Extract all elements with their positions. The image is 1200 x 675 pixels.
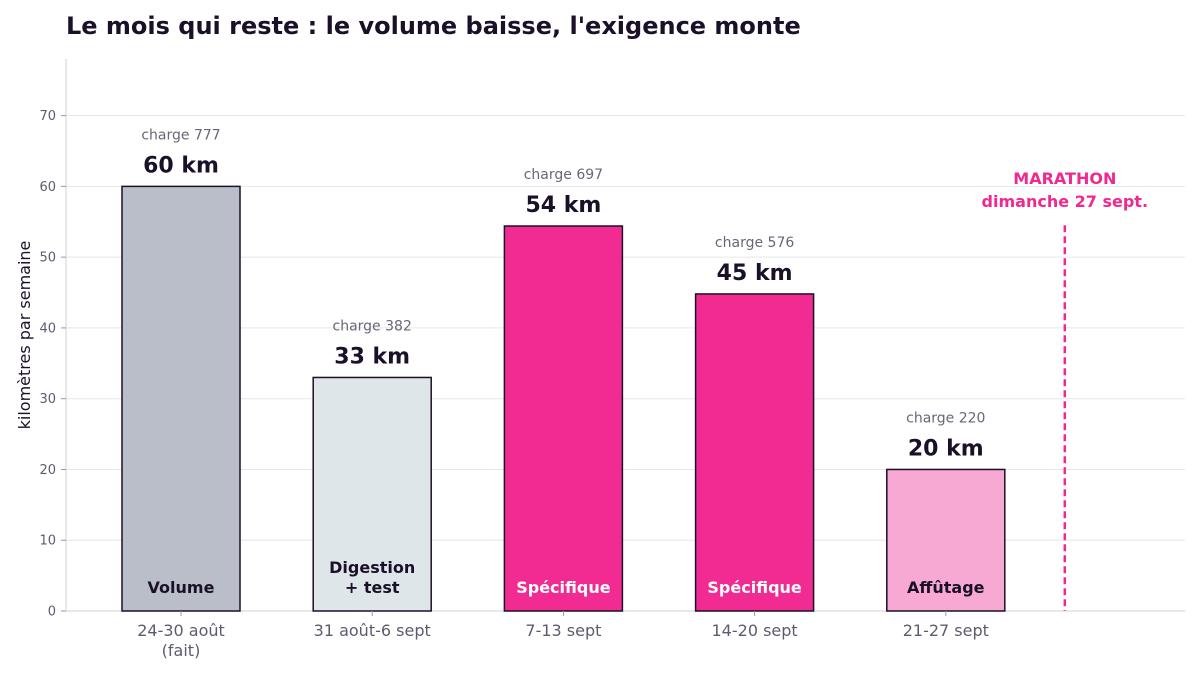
y-axis-ticks: 0 10 20 30 40 50 60 70 [39,109,66,620]
bar-phase-label: Affûtage [907,578,985,597]
bar-charge-label: charge 382 [333,318,412,334]
bar-value-label: 54 km [525,193,601,218]
y-tick-label: 40 [39,321,56,336]
bar-charge-label: charge 220 [906,410,985,426]
bar-charge-label: charge 777 [141,127,220,143]
x-tick-label: 7-13 sept [525,621,601,640]
marathon-label: MARATHON [1013,169,1116,188]
y-tick-label: 50 [39,251,56,266]
y-axis-label: kilomètres par semaine [15,241,34,430]
bar [694,293,815,612]
marathon-label: dimanche 27 sept. [982,192,1148,211]
x-axis-ticks: 24-30 août (fait) 31 août-6 sept 7-13 sept 1… [137,611,989,660]
chart-title: Le mois qui reste : le volume baisse, l'… [66,12,801,40]
x-tick-label: 24-30 août (fait) [137,621,225,660]
x-tick-label: 21-27 sept [903,621,989,640]
bar [121,185,241,612]
y-tick-label: 20 [39,463,56,478]
bar-phase-label: Spécifique [707,578,802,597]
bar-charge-label: charge 576 [715,235,794,251]
bar-phase-label: Volume [148,578,215,597]
y-tick-label: 60 [39,180,56,195]
y-tick-label: 30 [39,392,56,407]
bar-labels: 60 km charge 777 Volume 33 km charge 382 Dige… [141,127,985,597]
bar [886,468,1006,612]
y-tick-label: 10 [39,534,56,549]
bar-value-label: 60 km [143,153,219,178]
x-tick-label: 14-20 sept [712,621,798,640]
bar-value-label: 20 km [908,436,984,461]
bar-charge-label: charge 697 [524,167,603,183]
y-tick-label: 0 [48,605,56,620]
y-tick-label: 70 [39,109,56,124]
x-tick-label: 31 août-6 sept [314,621,431,640]
marathon-annotation: MARATHON dimanche 27 sept. [982,169,1148,611]
bar-phase-label: Spécifique [516,578,611,597]
bars [121,185,1006,612]
bar [503,225,624,612]
bar [312,376,432,612]
bar-value-label: 45 km [717,261,793,286]
grid [66,115,1185,541]
bar-value-label: 33 km [334,344,410,369]
bar-phase-label: Digestion + test [329,558,415,597]
